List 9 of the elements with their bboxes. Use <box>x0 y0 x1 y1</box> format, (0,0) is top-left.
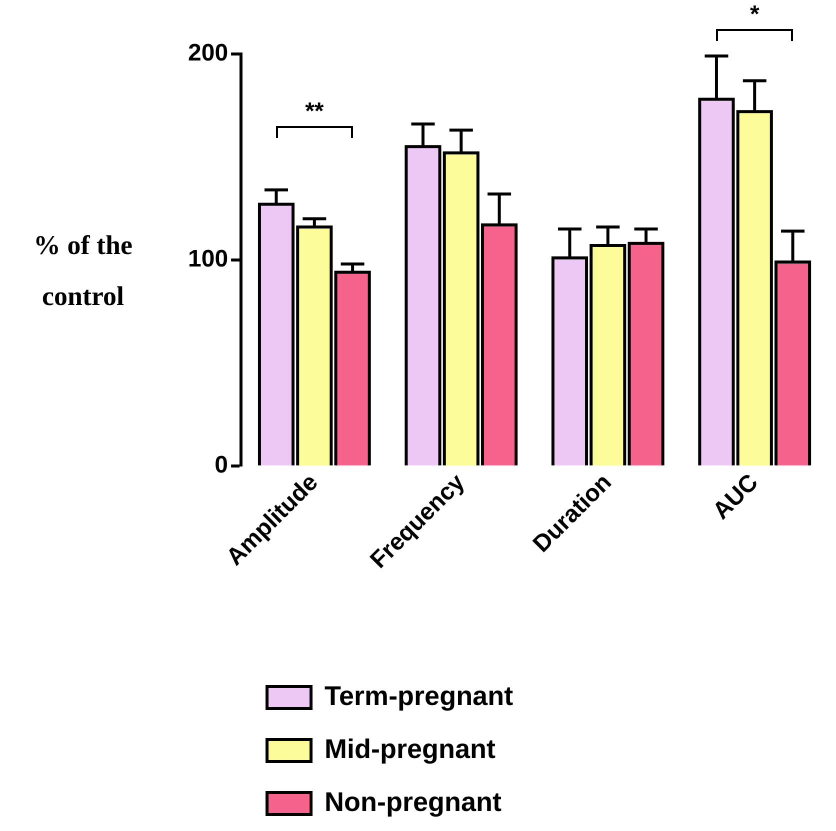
legend-label: Non-pregnant <box>324 786 502 817</box>
y-axis-title: % of the control <box>32 229 134 314</box>
text: * <box>750 1 760 28</box>
annotation: ** <box>305 98 324 126</box>
legend-label: Mid-pregnant <box>324 734 496 764</box>
y-tick-label: 0 <box>214 451 228 478</box>
y-tick-label: 200 <box>188 40 228 67</box>
legend-label: Term-pregnant <box>324 680 514 711</box>
y-tick-label: 100 <box>188 246 228 273</box>
